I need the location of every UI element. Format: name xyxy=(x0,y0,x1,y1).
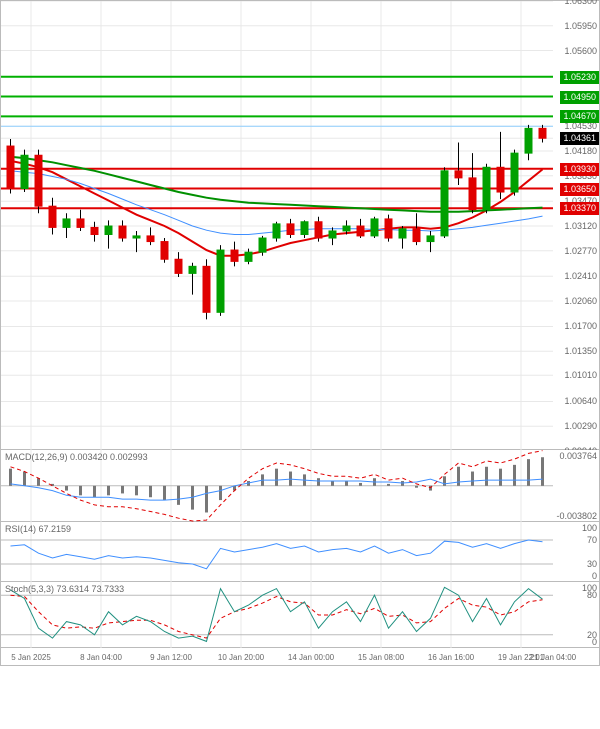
price-tick: 1.05600 xyxy=(562,45,599,57)
time-tick: 21 Jan 04:00 xyxy=(530,653,576,662)
time-tick: 14 Jan 00:00 xyxy=(288,653,334,662)
price-tick: 1.00640 xyxy=(562,395,599,407)
rsi-label: RSI(14) 67.2159 xyxy=(5,524,71,534)
price-tick: 1.00290 xyxy=(562,420,599,432)
stoch-label: Stoch(5,3,3) 73.6314 73.7333 xyxy=(5,584,124,594)
price-panel[interactable]: 1.063001.059501.056001.045301.041801.038… xyxy=(0,0,600,450)
axis-tick: -0.003802 xyxy=(554,510,599,522)
price-tick: 1.02410 xyxy=(562,270,599,282)
macd-label: MACD(12,26,9) 0.003420 0.002993 xyxy=(5,452,148,462)
axis-tick: 0.003764 xyxy=(557,450,599,462)
time-tick: 9 Jan 12:00 xyxy=(150,653,192,662)
price-tag: 1.03370 xyxy=(560,202,599,215)
axis-tick: 100 xyxy=(580,522,599,534)
price-tag: 1.04950 xyxy=(560,91,599,104)
price-tick: 1.03120 xyxy=(562,220,599,232)
price-tick: 1.02060 xyxy=(562,295,599,307)
axis-tick: 0 xyxy=(590,570,599,582)
price-tick: 1.01010 xyxy=(562,369,599,381)
price-tick: 1.04180 xyxy=(562,145,599,157)
time-tick: 15 Jan 08:00 xyxy=(358,653,404,662)
price-tick: 1.01350 xyxy=(562,345,599,357)
rsi-panel[interactable]: RSI(14) 67.2159 10070 300 xyxy=(0,522,600,582)
price-tag: 1.03650 xyxy=(560,183,599,196)
price-tag: 1.04361 xyxy=(560,132,599,145)
time-tick: 16 Jan 16:00 xyxy=(428,653,474,662)
time-tick: 10 Jan 20:00 xyxy=(218,653,264,662)
price-tick: 1.02770 xyxy=(562,245,599,257)
macd-panel[interactable]: MACD(12,26,9) 0.003420 0.002993 0.003764… xyxy=(0,450,600,522)
price-tick: 1.05950 xyxy=(562,20,599,32)
price-tick: 1.06300 xyxy=(562,0,599,7)
time-tick: 8 Jan 04:00 xyxy=(80,653,122,662)
axis-tick: 80 xyxy=(585,589,599,601)
time-axis: 5 Jan 2025 8 Jan 04:00 9 Jan 12:00 10 Jan 2… xyxy=(0,648,600,666)
axis-tick: 30 xyxy=(585,558,599,570)
axis-tick: 0 xyxy=(590,636,599,648)
time-tick: 5 Jan 2025 xyxy=(11,653,51,662)
stoch-panel[interactable]: Stoch(5,3,3) 73.6314 73.7333 10080200 xyxy=(0,582,600,648)
price-tick: 1.01700 xyxy=(562,320,599,332)
axis-tick: 70 xyxy=(585,534,599,546)
price-tag: 1.05230 xyxy=(560,71,599,84)
price-tag: 1.03930 xyxy=(560,163,599,176)
trading-chart: 1.063001.059501.056001.045301.041801.038… xyxy=(0,0,600,666)
price-tag: 1.04670 xyxy=(560,110,599,123)
